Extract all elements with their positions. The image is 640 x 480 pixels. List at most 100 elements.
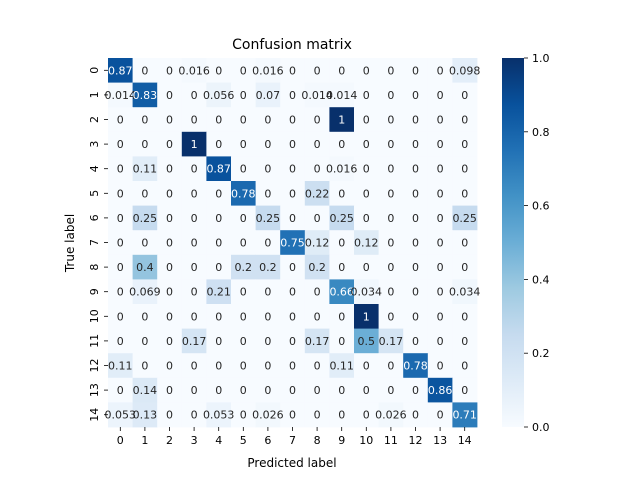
cell-value-label: 0 xyxy=(117,114,124,127)
cell-value-label: 0 xyxy=(437,237,444,250)
heatmap-cell xyxy=(255,304,281,329)
heatmap-cell xyxy=(206,230,232,256)
heatmap-cell xyxy=(255,230,281,256)
heatmap-cell xyxy=(403,402,429,428)
heatmap-cell xyxy=(280,304,306,329)
x-tick-label: 14 xyxy=(458,434,472,447)
y-tick-label: 5 xyxy=(88,190,101,197)
heatmap-cell xyxy=(132,181,158,206)
heatmap-cell xyxy=(280,230,306,256)
heatmap-cell xyxy=(329,402,355,428)
heatmap-cell xyxy=(157,58,183,83)
heatmap-cell xyxy=(181,377,207,403)
heatmap-cell xyxy=(378,82,404,108)
cell-value-label: 0 xyxy=(166,286,173,299)
cell-value-label: 0 xyxy=(166,261,173,274)
cell-value-label: 0 xyxy=(215,237,222,250)
heatmap-cell xyxy=(403,82,429,108)
heatmap-cell xyxy=(181,82,207,108)
heatmap-cell xyxy=(255,279,281,305)
cell-value-label: 0.026 xyxy=(375,409,407,422)
heatmap-cell xyxy=(132,82,158,108)
cell-value-label: 0 xyxy=(289,64,296,77)
cell-value-label: 0 xyxy=(289,335,296,348)
cell-value-label: 0 xyxy=(166,335,173,348)
cell-value-label: 0 xyxy=(166,310,173,323)
cell-value-label: 0 xyxy=(363,114,370,127)
heatmap-cell xyxy=(132,156,158,182)
heatmap-cell xyxy=(329,279,355,305)
cell-value-label: 0 xyxy=(461,138,468,151)
heatmap-cell xyxy=(304,131,330,157)
heatmap-cell xyxy=(452,304,478,329)
heatmap-cell xyxy=(378,279,404,305)
cell-value-label: 0 xyxy=(289,163,296,176)
cell-value-label: 0 xyxy=(240,114,247,127)
heatmap-cell xyxy=(304,230,330,256)
heatmap-cell xyxy=(231,156,256,182)
y-tick-label: 1 xyxy=(88,91,101,98)
cell-value-label: 0 xyxy=(166,360,173,373)
heatmap-cell xyxy=(280,58,306,83)
cell-value-label: 0 xyxy=(437,310,444,323)
heatmap-cell xyxy=(280,82,306,108)
cell-value-label: 0 xyxy=(387,114,394,127)
heatmap-cell xyxy=(108,279,133,305)
heatmap-cell xyxy=(132,328,158,354)
heatmap-cell xyxy=(427,156,453,182)
cell-value-label: 0 xyxy=(412,89,419,102)
heatmap-cell xyxy=(255,402,281,428)
heatmap-cell xyxy=(108,230,133,256)
cell-value-label: 0 xyxy=(191,261,198,274)
heatmap-cell xyxy=(329,82,355,108)
heatmap-cell xyxy=(452,328,478,354)
cell-value-label: 0 xyxy=(117,310,124,323)
heatmap-cell xyxy=(181,107,207,133)
heatmap-cell xyxy=(231,131,256,157)
heatmap-cell xyxy=(157,156,183,182)
x-tick-label: 3 xyxy=(191,434,198,447)
heatmap-cell xyxy=(280,279,306,305)
heatmap-cell xyxy=(132,131,158,157)
heatmap-cell xyxy=(304,205,330,231)
heatmap-cell xyxy=(181,156,207,182)
heatmap-cell xyxy=(132,402,158,428)
heatmap-cell xyxy=(427,107,453,133)
heatmap-cell xyxy=(354,402,379,428)
heatmap-cell xyxy=(206,353,232,379)
cell-value-label: 0 xyxy=(461,310,468,323)
cell-value-label: 0 xyxy=(166,163,173,176)
cell-value-label: 0 xyxy=(289,261,296,274)
cell-value-label: 0 xyxy=(412,212,419,225)
cell-value-label: 0 xyxy=(117,237,124,250)
cell-value-label: 0 xyxy=(412,187,419,200)
x-axis-label: Predicted label xyxy=(247,456,336,470)
heatmap-cell xyxy=(304,353,330,379)
cell-value-label: 0 xyxy=(166,409,173,422)
cell-value-label: 0 xyxy=(412,163,419,176)
cell-value-label: 0 xyxy=(289,384,296,397)
y-tick-label: 6 xyxy=(88,214,101,221)
heatmap-cell xyxy=(378,58,404,83)
cell-value-label: 0 xyxy=(215,114,222,127)
x-axis-ticks: 0 1 2 3 4 5 6 7 8 9 10 11 12 13 14 xyxy=(117,427,472,447)
cell-value-label: 0 xyxy=(437,163,444,176)
heatmap-cell xyxy=(378,156,404,182)
cell-value-label: 0 xyxy=(240,163,247,176)
y-tick-label: 3 xyxy=(88,141,101,148)
cell-value-label: 0 xyxy=(338,64,345,77)
heatmap-cell xyxy=(378,353,404,379)
heatmap-cell xyxy=(403,131,429,157)
cell-value-label: 0 xyxy=(437,114,444,127)
heatmap-cell xyxy=(378,328,404,354)
cell-value-label: 0.13 xyxy=(133,409,158,422)
heatmap-cell xyxy=(378,377,404,403)
cell-value-label: 0 xyxy=(191,409,198,422)
heatmap-cell xyxy=(280,131,306,157)
cell-value-label: 0 xyxy=(166,89,173,102)
heatmap-cell xyxy=(157,107,183,133)
cell-value-label: 0 xyxy=(387,310,394,323)
cell-value-label: 0 xyxy=(289,310,296,323)
heatmap-cell xyxy=(329,377,355,403)
